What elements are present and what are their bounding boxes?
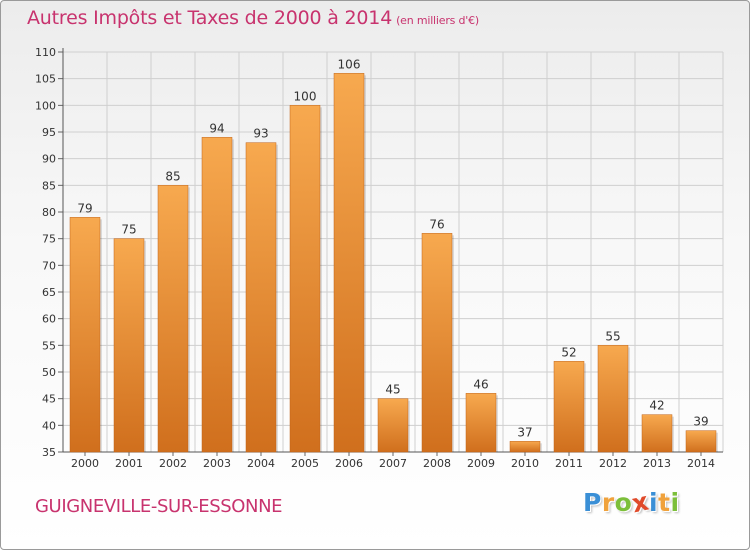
data-label: 79 xyxy=(77,201,92,215)
data-label: 42 xyxy=(649,399,664,413)
bar-2008[interactable] xyxy=(421,233,453,453)
y-tick-label: 105 xyxy=(35,73,56,86)
x-tick-label: 2000 xyxy=(71,457,99,470)
bar-2003[interactable] xyxy=(201,137,233,453)
data-label: 45 xyxy=(385,383,400,397)
bar-2006[interactable] xyxy=(333,73,365,453)
bar-2007[interactable] xyxy=(377,398,409,453)
y-tick-label: 110 xyxy=(35,46,56,59)
data-label: 37 xyxy=(517,425,532,439)
y-tick-label: 95 xyxy=(42,126,56,139)
x-tick-label: 2010 xyxy=(511,457,539,470)
bar-2002[interactable] xyxy=(157,185,189,453)
bar-2004[interactable] xyxy=(245,142,277,453)
proxiti-logo[interactable]: Proxiti xyxy=(583,487,680,519)
data-label: 94 xyxy=(209,121,224,135)
x-tick-label: 2013 xyxy=(643,457,671,470)
axes: 35 40 45 50 55 60 65 70 75 80 85 90 95 100 105 110 2000 2… xyxy=(35,46,723,470)
y-tick-label: 50 xyxy=(42,366,56,379)
y-tick-label: 60 xyxy=(42,313,56,326)
y-tick-label: 80 xyxy=(42,206,56,219)
data-label: 100 xyxy=(294,89,317,103)
bar-2005[interactable] xyxy=(289,105,321,453)
x-tick-label: 2001 xyxy=(115,457,143,470)
bar-2010[interactable] xyxy=(509,441,541,453)
chart-title: Autres Impôts et Taxes de 2000 à 2014 (en… xyxy=(27,7,479,29)
x-tick-label: 2003 xyxy=(203,457,231,470)
data-label: 52 xyxy=(561,345,576,359)
y-tick-label: 75 xyxy=(42,233,56,246)
x-tick-label: 2008 xyxy=(423,457,451,470)
data-label: 76 xyxy=(429,217,444,231)
data-label: 39 xyxy=(693,415,708,429)
y-tick-label: 35 xyxy=(42,446,56,459)
x-tick-label: 2004 xyxy=(247,457,275,470)
data-label: 106 xyxy=(338,57,361,71)
bar-2012[interactable] xyxy=(597,345,629,453)
data-labels: 79 75 85 94 93 100 106 45 76 46 37 52 55 42 39 xyxy=(77,57,708,439)
y-tick-label: 90 xyxy=(42,153,56,166)
y-tick-label: 65 xyxy=(42,286,56,299)
logo-letter: P xyxy=(583,488,602,517)
logo-letter: i xyxy=(649,488,659,517)
commune-name: GUIGNEVILLE-SUR-ESSONNE xyxy=(35,496,283,517)
bars xyxy=(69,73,718,453)
y-tick-label: 45 xyxy=(42,393,56,406)
data-label: 93 xyxy=(253,127,268,141)
data-label: 85 xyxy=(165,169,180,183)
x-tick-label: 2011 xyxy=(555,457,583,470)
data-label: 46 xyxy=(473,377,488,391)
title-text: Autres Impôts et Taxes de 2000 à 2014 xyxy=(27,7,393,29)
data-label: 55 xyxy=(605,329,620,343)
bar-2014[interactable] xyxy=(685,430,717,453)
logo-letter: o xyxy=(614,488,633,517)
bar-2013[interactable] xyxy=(641,414,673,453)
x-tick-label: 2012 xyxy=(599,457,627,470)
bar-2001[interactable] xyxy=(113,238,145,453)
x-tick-label: 2005 xyxy=(291,457,319,470)
y-tick-label: 85 xyxy=(42,179,56,192)
bar-2009[interactable] xyxy=(465,393,497,453)
chart-unit: (en milliers d'€) xyxy=(396,14,479,27)
logo-letter: r xyxy=(601,488,615,517)
x-tick-label: 2007 xyxy=(379,457,407,470)
y-tick-label: 55 xyxy=(42,339,56,352)
y-tick-label: 40 xyxy=(42,419,56,432)
x-tick-label: 2002 xyxy=(159,457,187,470)
bar-2000[interactable] xyxy=(69,217,101,453)
data-label: 75 xyxy=(121,223,136,237)
y-tick-label: 100 xyxy=(35,99,56,112)
x-tick-label: 2006 xyxy=(335,457,363,470)
logo-letter: t xyxy=(658,488,671,517)
bar-2011[interactable] xyxy=(553,361,585,453)
x-tick-label: 2014 xyxy=(687,457,715,470)
logo-letter: i xyxy=(670,488,680,517)
x-tick-label: 2009 xyxy=(467,457,495,470)
y-tick-label: 70 xyxy=(42,259,56,272)
